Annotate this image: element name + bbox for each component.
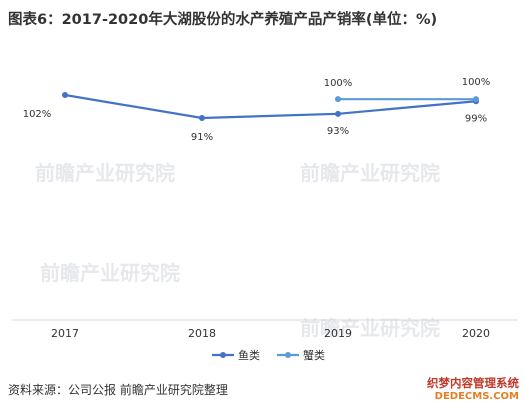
source-note: 资料来源：公司公报 前瞻产业研究院整理 — [8, 383, 228, 397]
chart-title: 图表6：2017-2020年大湖股份的水产养殖产品产销率(单位：%) — [8, 12, 438, 28]
legend-marker — [220, 352, 226, 358]
data-point — [62, 92, 68, 98]
brand-line-2: DEDECMS.COM — [434, 391, 519, 402]
legend-item: 鱼类 — [212, 348, 260, 362]
x-tick-label: 2018 — [188, 327, 216, 340]
brand-line-1: 织梦内容管理系统 — [427, 376, 519, 390]
data-point — [473, 96, 479, 103]
data-label: 99% — [465, 113, 487, 124]
data-label: 100% — [462, 77, 491, 88]
legend-label: 蟹类 — [303, 348, 325, 362]
watermarks: 前瞻产业研究院 前瞻产业研究院 前瞻产业研究院 前瞻产业研究院 — [35, 161, 440, 340]
data-label: 102% — [23, 109, 52, 120]
legend-item: 蟹类 — [277, 348, 325, 362]
legend-label: 鱼类 — [238, 348, 260, 362]
legend: 鱼类 蟹类 — [212, 348, 325, 362]
data-point — [335, 96, 341, 103]
data-point — [199, 115, 205, 121]
series-layer: 102% 91% 93% 99% 100% 100% — [23, 77, 491, 143]
watermark: 前瞻产业研究院 — [40, 261, 180, 285]
x-tick-label: 2019 — [324, 327, 352, 340]
data-label: 100% — [324, 78, 353, 89]
x-tick-label: 2017 — [51, 327, 79, 340]
legend-marker — [285, 352, 291, 358]
data-label: 91% — [191, 132, 213, 143]
x-tick-label: 2020 — [462, 327, 490, 340]
brand-watermark: 织梦内容管理系统 DEDECMS.COM — [427, 376, 519, 404]
x-axis-ticks: 2017 2018 2019 2020 — [51, 327, 490, 340]
watermark: 前瞻产业研究院 — [300, 161, 440, 185]
data-point — [335, 110, 341, 117]
watermark: 前瞻产业研究院 — [35, 161, 175, 185]
data-label: 93% — [327, 126, 349, 137]
series-line — [64, 93, 477, 120]
